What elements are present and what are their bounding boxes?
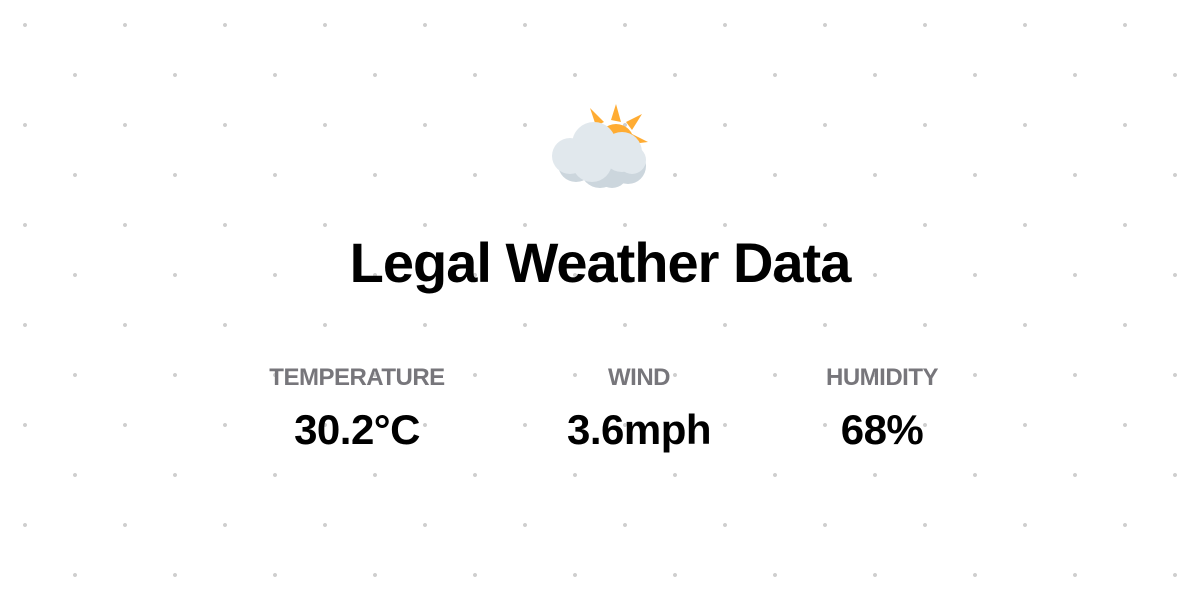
stat-value: 68% — [840, 406, 924, 453]
stat-value: 3.6mph — [566, 406, 712, 453]
stat-humidity: HUMIDITY 68% — [732, 364, 1032, 454]
stat-label: HUMIDITY — [826, 364, 939, 391]
sun-behind-cloud-icon — [548, 100, 652, 192]
stat-label: WIND — [608, 364, 670, 391]
stat-temperature: TEMPERATURE 30.2°C — [207, 364, 507, 454]
stat-value: 30.2°C — [294, 406, 420, 453]
stat-label: TEMPERATURE — [269, 364, 445, 391]
stat-wind: WIND 3.6mph — [489, 364, 789, 454]
page-title: Legal Weather Data — [349, 231, 852, 294]
